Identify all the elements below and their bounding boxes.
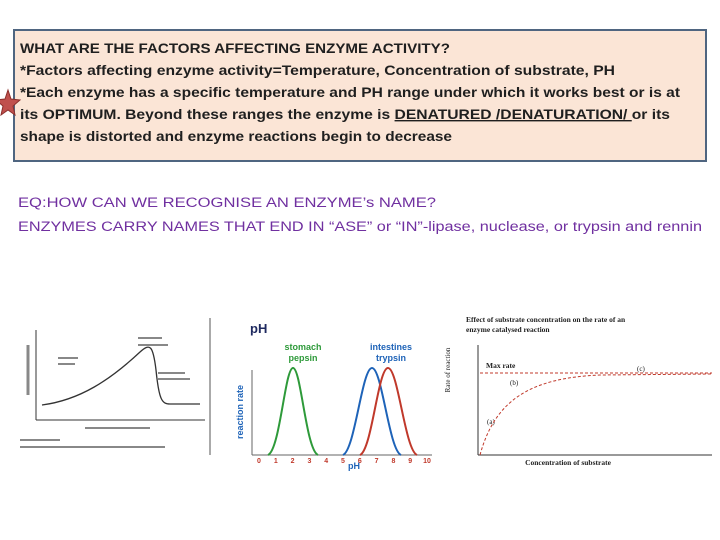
x-tick-label: 8 bbox=[391, 458, 395, 465]
info-box bbox=[13, 29, 707, 162]
figure-title: pH bbox=[250, 321, 267, 336]
y-label: reaction rate bbox=[235, 385, 245, 439]
star-icon bbox=[0, 88, 22, 117]
eq-line: EQ:HOW CAN WE RECOGNISE AN ENZYME’s NAME… bbox=[18, 195, 436, 210]
x-tick-label: 5 bbox=[341, 458, 345, 465]
x-tick-label: 2 bbox=[291, 458, 295, 465]
underlined-text: DENATURED /DENATURATION/ bbox=[395, 106, 632, 122]
substrate-figure: Effect of substrate concentration on the… bbox=[444, 315, 713, 467]
text: its OPTIMUM. Beyond these ranges the enz… bbox=[20, 106, 395, 122]
x-tick-label: 1 bbox=[274, 458, 278, 465]
curve bbox=[479, 373, 713, 456]
y-label: Rate of reaction bbox=[444, 347, 452, 392]
x-tick-label: 6 bbox=[358, 458, 362, 465]
label: (b) bbox=[510, 379, 519, 387]
box-line: *Each enzyme has a specific temperature … bbox=[20, 84, 680, 100]
x-tick-label: 9 bbox=[408, 458, 412, 465]
x-tick-label: 7 bbox=[375, 458, 379, 465]
label: intestines bbox=[370, 342, 412, 352]
eq-line: ENZYMES CARRY NAMES THAT END IN “ASE” or… bbox=[18, 219, 702, 234]
curve bbox=[342, 366, 402, 456]
figure-title: enzyme catalysed reaction bbox=[466, 325, 550, 334]
box-line: WHAT ARE THE FACTORS AFFECTING ENZYME AC… bbox=[20, 40, 450, 56]
label: (c) bbox=[637, 365, 645, 373]
curve bbox=[41, 346, 200, 406]
box-line: shape is distorted and enzyme reactions … bbox=[20, 128, 452, 144]
curve bbox=[359, 366, 418, 456]
x-tick-label: 0 bbox=[257, 458, 261, 465]
label: Max rate bbox=[486, 361, 516, 370]
x-tick-label: 10 bbox=[423, 458, 431, 465]
box-line: *Factors affecting enzyme activity=Tempe… bbox=[20, 62, 615, 78]
curve bbox=[267, 366, 319, 456]
ph-figure: pH stomach pepsin intestines trypsin rea… bbox=[235, 321, 432, 471]
label: pepsin bbox=[288, 353, 317, 363]
x-tick-label: 3 bbox=[307, 458, 311, 465]
label: (a) bbox=[487, 418, 495, 426]
x-label: pH bbox=[348, 461, 360, 471]
temperature-figure bbox=[20, 318, 211, 455]
box-line: its OPTIMUM. Beyond these ranges the enz… bbox=[20, 106, 670, 122]
label: stomach bbox=[284, 342, 321, 352]
figure-title: Effect of substrate concentration on the… bbox=[466, 315, 626, 324]
x-label: Concentration of substrate bbox=[525, 458, 611, 467]
label: trypsin bbox=[376, 353, 406, 363]
x-tick-label: 4 bbox=[324, 458, 328, 465]
text: or its bbox=[632, 106, 670, 122]
